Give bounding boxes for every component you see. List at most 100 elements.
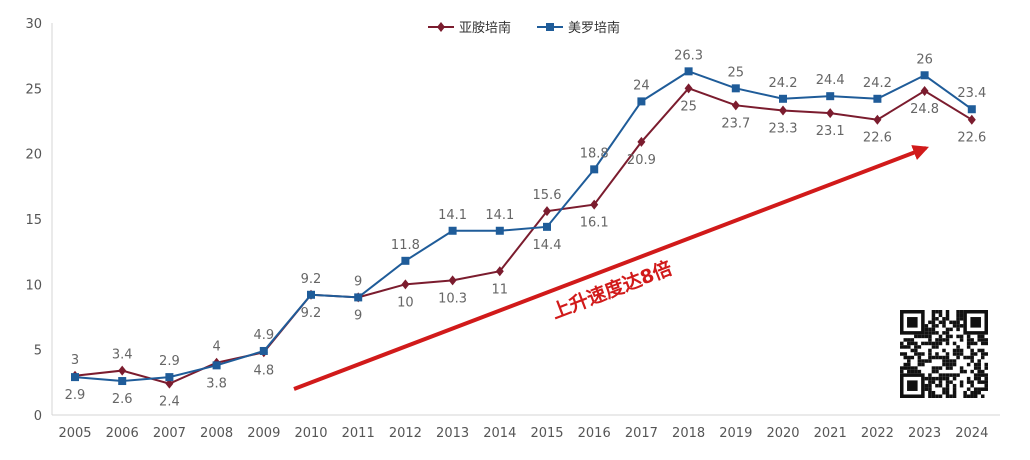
qr-module — [984, 383, 988, 388]
data-point — [118, 365, 127, 376]
qr-module — [910, 369, 915, 374]
axes: 0 5 10 15 20 25 30 2005 2006 2007 2008 2009 2010 2011… — [25, 17, 1000, 441]
qr-module — [945, 380, 950, 384]
qr-module — [966, 334, 971, 339]
qr-module — [931, 380, 936, 384]
qr-module — [917, 352, 922, 356]
qr-module — [956, 310, 960, 314]
data-point — [779, 105, 787, 116]
data-label: 24.8 — [910, 102, 939, 117]
qr-module — [977, 366, 981, 370]
qr-module — [903, 366, 908, 370]
qr-module — [949, 394, 953, 398]
qr-module — [984, 376, 988, 381]
x-tick-label: 2024 — [955, 426, 988, 441]
data-label: 24.2 — [769, 76, 798, 91]
data-label: 23.7 — [721, 116, 750, 131]
qr-module — [942, 348, 946, 353]
x-tick-label: 2016 — [578, 426, 611, 441]
qr-module — [931, 310, 936, 314]
qr-module — [907, 345, 911, 349]
qr-module — [980, 338, 985, 342]
qr-module — [966, 380, 971, 384]
qr-module — [959, 317, 964, 321]
qr-module — [973, 341, 978, 346]
data-point — [873, 114, 882, 125]
qr-module — [980, 387, 985, 391]
qr-module — [935, 376, 939, 381]
qr-module — [984, 366, 988, 370]
data-label: 16.1 — [580, 216, 609, 231]
data-label: 9.2 — [301, 306, 322, 321]
qr-module — [907, 362, 911, 367]
qr-module — [914, 352, 918, 356]
qr-module — [956, 313, 960, 318]
qr-module — [945, 338, 950, 342]
qr-module — [980, 380, 985, 384]
qr-module — [949, 334, 953, 339]
data-label: 9.2 — [301, 272, 322, 287]
qr-module — [942, 338, 946, 342]
qr-module — [938, 341, 943, 346]
qr-module — [938, 366, 943, 370]
qr-module — [952, 383, 957, 388]
y-tick-label: 5 — [34, 344, 42, 359]
qr-module — [924, 359, 929, 363]
qr-module — [914, 369, 918, 374]
qr-module — [903, 355, 908, 360]
qr-module — [959, 380, 964, 384]
qr-module — [903, 362, 908, 367]
data-label: 18.8 — [580, 146, 609, 161]
x-tick-label: 2022 — [861, 426, 894, 441]
data-point — [873, 94, 882, 103]
y-tick-label: 10 — [25, 278, 42, 293]
qr-module — [956, 355, 960, 360]
qr-module — [959, 352, 964, 356]
qr-module — [963, 390, 967, 395]
qr-module — [921, 352, 925, 356]
qr-module — [945, 390, 950, 395]
qr-module — [907, 369, 911, 374]
qr-module — [928, 376, 932, 381]
qr-module — [924, 324, 929, 328]
qr-module — [956, 352, 960, 356]
qr-module — [977, 376, 981, 381]
qr-module — [931, 327, 936, 332]
data-point — [401, 279, 410, 290]
x-tick-label: 2023 — [908, 426, 941, 441]
qr-module — [970, 369, 974, 374]
qr-module — [931, 345, 936, 349]
qr-module — [945, 387, 950, 391]
qr-module — [907, 341, 911, 346]
qr-module — [956, 324, 960, 328]
x-tick-label: 2005 — [58, 426, 91, 441]
data-point — [212, 361, 221, 370]
data-label: 11 — [492, 282, 509, 297]
data-point — [967, 105, 976, 114]
qr-module — [938, 373, 943, 377]
qr-module — [931, 369, 936, 374]
qr-module — [914, 341, 918, 346]
data-label: 20.9 — [627, 153, 656, 168]
qr-module — [924, 387, 929, 391]
qr-module — [952, 324, 957, 328]
data-point — [495, 226, 504, 235]
qr-module — [938, 380, 943, 384]
qr-module — [973, 373, 978, 377]
qr-module — [924, 327, 929, 332]
qr-module — [938, 310, 943, 314]
qr-module — [935, 366, 939, 370]
qr-module — [959, 313, 964, 318]
qr-module — [945, 317, 950, 321]
qr-module — [935, 394, 939, 398]
x-tick-label: 2010 — [294, 426, 327, 441]
qr-module — [938, 320, 943, 325]
data-label: 9 — [354, 308, 362, 323]
qr-module — [931, 324, 936, 328]
x-tick-label: 2018 — [672, 426, 705, 441]
qr-module — [938, 376, 943, 381]
data-label: 24.2 — [863, 76, 892, 91]
data-label: 14.1 — [485, 208, 514, 223]
qr-module — [942, 390, 946, 395]
qr-module — [942, 317, 946, 321]
